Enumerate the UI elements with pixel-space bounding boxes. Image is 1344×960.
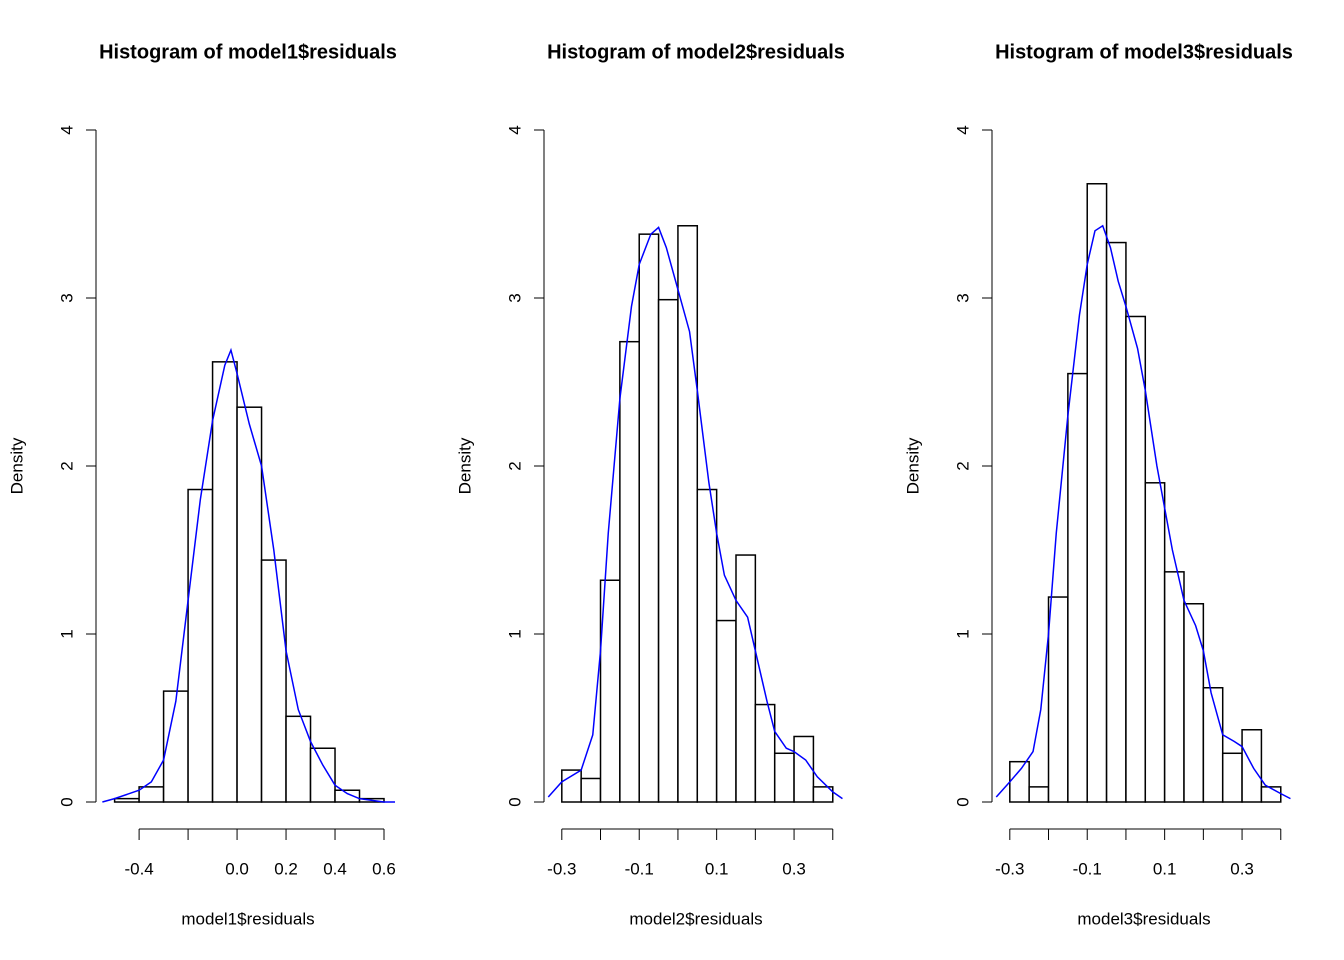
y-tick-label: 1 <box>505 629 524 638</box>
y-tick-label: 0 <box>57 797 76 806</box>
histogram-bar <box>638 233 660 803</box>
histogram-bar <box>1086 183 1108 803</box>
histogram-bar <box>619 340 640 803</box>
x-tick-label: 0.3 <box>782 859 806 878</box>
x-tick-label: -0.4 <box>124 859 153 878</box>
histogram-bar <box>211 361 238 803</box>
y-tick-label: 3 <box>505 293 524 302</box>
histogram-bar <box>677 225 699 803</box>
chart-title: Histogram of model1$residuals <box>99 41 397 63</box>
x-axis-label: model3$residuals <box>1077 909 1210 928</box>
histogram-bar <box>696 488 718 803</box>
histogram-bar <box>1202 687 1224 803</box>
histogram-bar <box>1047 596 1069 803</box>
y-tick-label: 0 <box>953 797 972 806</box>
histogram-bar <box>1144 482 1166 803</box>
histogram-bar <box>1221 752 1243 803</box>
histogram-bar <box>285 715 312 803</box>
y-axis-label: Density <box>7 437 26 494</box>
histogram-bar <box>580 777 602 803</box>
histogram-bar <box>138 786 165 803</box>
x-axis-label: model2$residuals <box>629 909 762 928</box>
y-tick-label: 4 <box>505 125 524 134</box>
histogram-bar <box>1105 241 1127 803</box>
y-tick-label: 3 <box>57 293 76 302</box>
x-tick-label: -0.3 <box>547 859 576 878</box>
x-tick-label: 0.1 <box>1153 859 1177 878</box>
histogram-bar <box>1163 571 1185 803</box>
y-tick-label: 4 <box>953 125 972 134</box>
histogram-bar <box>1009 760 1030 803</box>
y-tick-label: 2 <box>505 461 524 470</box>
y-tick-label: 3 <box>953 293 972 302</box>
histogram-bar <box>793 735 815 803</box>
histogram-bar <box>812 786 834 803</box>
histogram-bar <box>657 298 679 803</box>
y-axis-label: Density <box>455 437 474 494</box>
histogram-bar <box>187 488 214 803</box>
histogram-bar <box>260 559 287 803</box>
x-tick-label: -0.3 <box>995 859 1024 878</box>
density-line <box>995 224 1291 800</box>
histogram-bar <box>309 747 336 803</box>
density-line <box>547 226 843 800</box>
x-tick-label: 0.2 <box>274 859 298 878</box>
histogram-bar <box>715 619 737 803</box>
y-tick-label: 0 <box>505 797 524 806</box>
y-tick-label: 1 <box>57 629 76 638</box>
y-tick-label: 1 <box>953 629 972 638</box>
histogram-bar <box>113 797 140 803</box>
x-axis-label: model1$residuals <box>181 909 314 928</box>
histogram-bar <box>1028 786 1050 803</box>
x-tick-label: 0.1 <box>705 859 729 878</box>
histogram-bar <box>561 769 582 803</box>
x-tick-label: 0.6 <box>372 859 396 878</box>
histogram-bar <box>162 690 189 803</box>
y-tick-label: 2 <box>57 461 76 470</box>
y-tick-label: 2 <box>953 461 972 470</box>
chart-title: Histogram of model3$residuals <box>995 41 1293 63</box>
x-tick-label: -0.1 <box>1073 859 1102 878</box>
histogram-bar <box>1067 372 1088 803</box>
x-tick-label: -0.1 <box>625 859 654 878</box>
x-tick-label: 0.4 <box>323 859 347 878</box>
histogram-bar <box>773 752 795 803</box>
x-tick-label: 0.3 <box>1230 859 1254 878</box>
y-tick-label: 4 <box>57 125 76 134</box>
density-line <box>102 347 396 803</box>
histogram-bar <box>236 406 263 803</box>
histogram-bar <box>735 554 757 803</box>
histogram-bar <box>334 789 361 803</box>
y-axis-label: Density <box>903 437 922 494</box>
x-tick-label: 0.0 <box>225 859 249 878</box>
chart-title: Histogram of model2$residuals <box>547 41 845 63</box>
histogram-bar <box>1125 315 1147 803</box>
histogram-bar <box>1183 603 1205 803</box>
